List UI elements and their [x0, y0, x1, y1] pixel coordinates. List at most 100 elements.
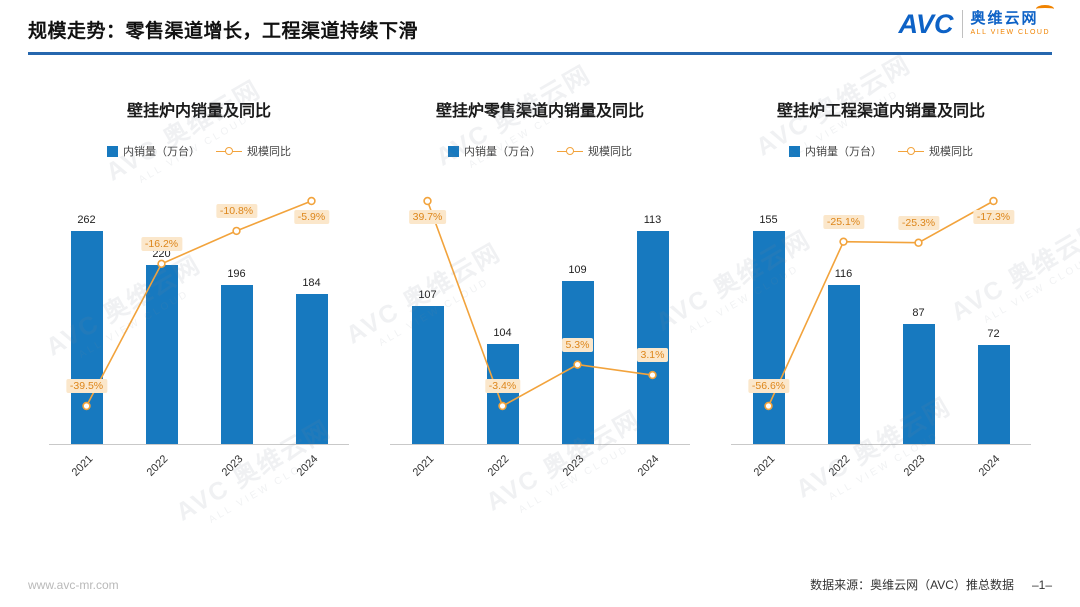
legend-item-line: 规模同比 [557, 143, 632, 159]
bar [827, 284, 860, 444]
line-swatch-icon [216, 147, 242, 155]
legend-bar-label: 内销量（万台） [805, 146, 882, 158]
x-axis-labels: 2021 2022 2023 2024 [731, 445, 1031, 489]
data-source: 数据来源：奥维云网（AVC）推总数据 –1– [810, 576, 1052, 593]
x-tick-label: 2024 [976, 453, 1002, 479]
line-marker [307, 196, 316, 206]
line-swatch-icon [898, 147, 924, 155]
x-tick-label: 2023 [560, 453, 586, 479]
bar-value-label: 196 [227, 267, 246, 280]
page-title: 规模走势：零售渠道增长，工程渠道持续下滑 [28, 21, 419, 42]
chart-title: 壁挂炉内销量及同比 [126, 103, 271, 120]
legend-line-label: 规模同比 [588, 146, 632, 158]
legend-item-bar: 内销量（万台） [448, 143, 541, 159]
x-axis-labels: 2021 2022 2023 2024 [390, 445, 690, 489]
bar [486, 343, 519, 444]
x-tick-label: 2024 [294, 453, 320, 479]
bar [902, 324, 935, 444]
site-url: www.avc-mr.com [28, 577, 119, 592]
bar-value-label: 184 [302, 277, 321, 290]
logo-swoosh-icon [1036, 5, 1054, 13]
bar-swatch-icon [789, 145, 800, 157]
x-tick-label: 2024 [635, 453, 661, 479]
bar [636, 231, 669, 444]
chart-block-retail: 壁挂炉零售渠道内销量及同比 内销量（万台） 规模同比 107 104 109 113 3… [377, 97, 703, 489]
bar [977, 345, 1010, 444]
logo-name-en: ALL VIEW CLOUD [970, 29, 1050, 37]
chart-plot: 262 220 196 184 -39.5% -16.2% -10.8% -5.9% [49, 175, 349, 445]
line-swatch-icon [557, 147, 583, 155]
bar-value-label: 104 [493, 326, 512, 339]
legend-bar-label: 内销量（万台） [464, 146, 541, 158]
pct-label: 39.7% [408, 210, 447, 224]
bar [145, 265, 178, 444]
x-tick-label: 2022 [826, 453, 852, 479]
chart-plot: 107 104 109 113 39.7% -3.4% 5.3% 3.1% [390, 175, 690, 445]
line-marker [423, 196, 432, 206]
line-marker [839, 237, 848, 246]
x-tick-label: 2022 [144, 453, 170, 479]
line-marker [232, 226, 241, 236]
chart-title: 壁挂炉工程渠道内销量及同比 [776, 103, 985, 120]
line-marker [914, 238, 923, 247]
bar [561, 281, 594, 444]
chart-block-engineering: 壁挂炉工程渠道内销量及同比 内销量（万台） 规模同比 155 116 87 72 -56… [718, 97, 1044, 489]
chart-legend: 内销量（万台） 规模同比 [36, 143, 362, 159]
bar-value-label: 155 [759, 214, 778, 226]
chart-title: 壁挂炉零售渠道内销量及同比 [435, 103, 644, 120]
bar [411, 306, 444, 444]
bar-value-label: 107 [418, 289, 437, 302]
chart-plot: 155 116 87 72 -56.6% -25.1% -25.3% -17.3% [731, 175, 1031, 445]
title-underline [28, 52, 1052, 55]
bar [70, 231, 103, 444]
x-tick-label: 2021 [410, 453, 436, 479]
pct-label: -56.6% [747, 379, 790, 393]
logo-divider [961, 10, 963, 38]
pct-label: -5.9% [293, 210, 330, 224]
pct-label: -25.3% [897, 215, 940, 230]
bar [220, 284, 253, 444]
chart-legend: 内销量（万台） 规模同比 [718, 143, 1044, 159]
legend-item-line: 规模同比 [898, 143, 973, 159]
source-text: 数据来源：奥维云网（AVC）推总数据 [810, 578, 1014, 592]
bar-value-label: 72 [987, 328, 1000, 341]
pct-label: -17.3% [972, 210, 1015, 224]
bar [752, 231, 785, 444]
bar-value-label: 109 [568, 264, 587, 277]
slide-footer: www.avc-mr.com 数据来源：奥维云网（AVC）推总数据 –1– [0, 576, 1080, 593]
legend-item-line: 规模同比 [216, 143, 291, 159]
bar-value-label: 116 [834, 267, 853, 280]
slide-header: 规模走势：零售渠道增长，工程渠道持续下滑 AVC 奥维云网 ALL VIEW C… [0, 0, 1080, 55]
chart-block-total: 壁挂炉内销量及同比 内销量（万台） 规模同比 262 220 196 184 -39.5… [36, 97, 362, 489]
bar-value-label: 113 [643, 214, 662, 226]
pct-label: -3.4% [484, 379, 521, 393]
x-tick-label: 2023 [219, 453, 245, 479]
charts-row: 壁挂炉内销量及同比 内销量（万台） 规模同比 262 220 196 184 -39.5… [0, 97, 1080, 489]
bar-swatch-icon [107, 145, 118, 157]
bar-swatch-icon [448, 145, 459, 157]
avc-logo: AVC 奥维云网 ALL VIEW CLOUD [898, 5, 1054, 39]
bar-value-label: 87 [912, 307, 925, 320]
logo-name-cn: 奥维云网 [970, 9, 1039, 27]
page-number: –1– [1031, 578, 1052, 592]
legend-bar-label: 内销量（万台） [123, 146, 200, 158]
pct-label: 3.1% [636, 348, 669, 363]
pct-label: 5.3% [561, 337, 594, 352]
legend-item-bar: 内销量（万台） [789, 143, 882, 159]
logo-abbr: AVC [898, 8, 954, 39]
line-marker [989, 196, 998, 206]
pct-label: -10.8% [215, 203, 258, 218]
x-tick-label: 2023 [901, 453, 927, 479]
x-tick-label: 2021 [751, 453, 777, 479]
x-tick-label: 2022 [485, 453, 511, 479]
legend-line-label: 规模同比 [247, 146, 291, 158]
logo-names: 奥维云网 ALL VIEW CLOUD [970, 9, 1050, 37]
x-axis-labels: 2021 2022 2023 2024 [49, 445, 349, 489]
pct-label: -16.2% [140, 236, 183, 251]
legend-item-bar: 内销量（万台） [107, 143, 200, 159]
legend-line-label: 规模同比 [929, 146, 973, 158]
x-tick-label: 2021 [69, 453, 95, 479]
pct-label: -39.5% [65, 379, 108, 393]
chart-legend: 内销量（万台） 规模同比 [377, 143, 703, 159]
